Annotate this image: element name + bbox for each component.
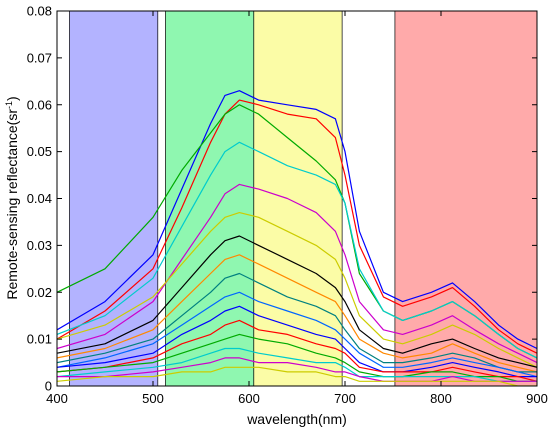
x-axis-title: wavelength(nm) xyxy=(246,411,347,427)
x-axis: 400 500 600 700 800 900 xyxy=(46,11,548,406)
y-tick-label: 0.03 xyxy=(27,238,52,253)
y-axis-title-sup: -1 xyxy=(4,101,14,109)
y-tick-label: 0 xyxy=(45,379,52,394)
spectrum-line-9 xyxy=(57,291,537,378)
x-tick-label: 500 xyxy=(142,391,164,406)
band-3 xyxy=(394,10,538,387)
x-tick-label: 400 xyxy=(46,391,68,406)
spectrum-line-14 xyxy=(57,357,537,382)
band-1 xyxy=(165,10,255,387)
spectrum-line-15 xyxy=(57,366,537,386)
x-tick-label: 600 xyxy=(238,391,260,406)
spectrum-line-4 xyxy=(57,183,537,364)
spectral-bands xyxy=(69,10,538,387)
spectra-lines xyxy=(57,90,537,386)
y-tick-label: 0.05 xyxy=(27,144,52,159)
y-tick-label: 0.08 xyxy=(27,4,52,19)
y-axis-title-main: Remote-sensing reflectance(sr xyxy=(4,109,20,300)
spectrum-line-12 xyxy=(57,333,537,382)
y-axis: 0 0.01 0.02 0.03 0.04 0.05 0.06 0.07 0.08 xyxy=(27,4,537,394)
spectrum-line-7 xyxy=(57,254,537,373)
spectrum-line-10 xyxy=(57,305,537,378)
y-tick-label: 0.01 xyxy=(27,332,52,347)
spectrum-line-8 xyxy=(57,272,537,373)
x-tick-label: 700 xyxy=(334,391,356,406)
y-tick-label: 0.06 xyxy=(27,97,52,112)
spectrum-line-5 xyxy=(57,212,537,368)
spectrum-line-6 xyxy=(57,235,537,368)
spectrum-line-3 xyxy=(57,141,537,359)
y-tick-label: 0.02 xyxy=(27,285,52,300)
spectrum-line-1 xyxy=(57,99,537,354)
x-tick-label: 800 xyxy=(430,391,452,406)
y-axis-title: Remote-sensing reflectance(sr-1) xyxy=(4,96,20,299)
y-tick-label: 0.07 xyxy=(27,50,52,65)
spectrum-line-0 xyxy=(57,90,537,350)
spectrum-line-11 xyxy=(57,319,537,382)
y-axis-title-close: ) xyxy=(4,96,20,101)
y-tick-label: 0.04 xyxy=(27,191,52,206)
spectrum-line-13 xyxy=(57,347,537,382)
band-0 xyxy=(69,10,159,387)
x-tick-label: 900 xyxy=(526,391,548,406)
band-2 xyxy=(253,10,343,387)
